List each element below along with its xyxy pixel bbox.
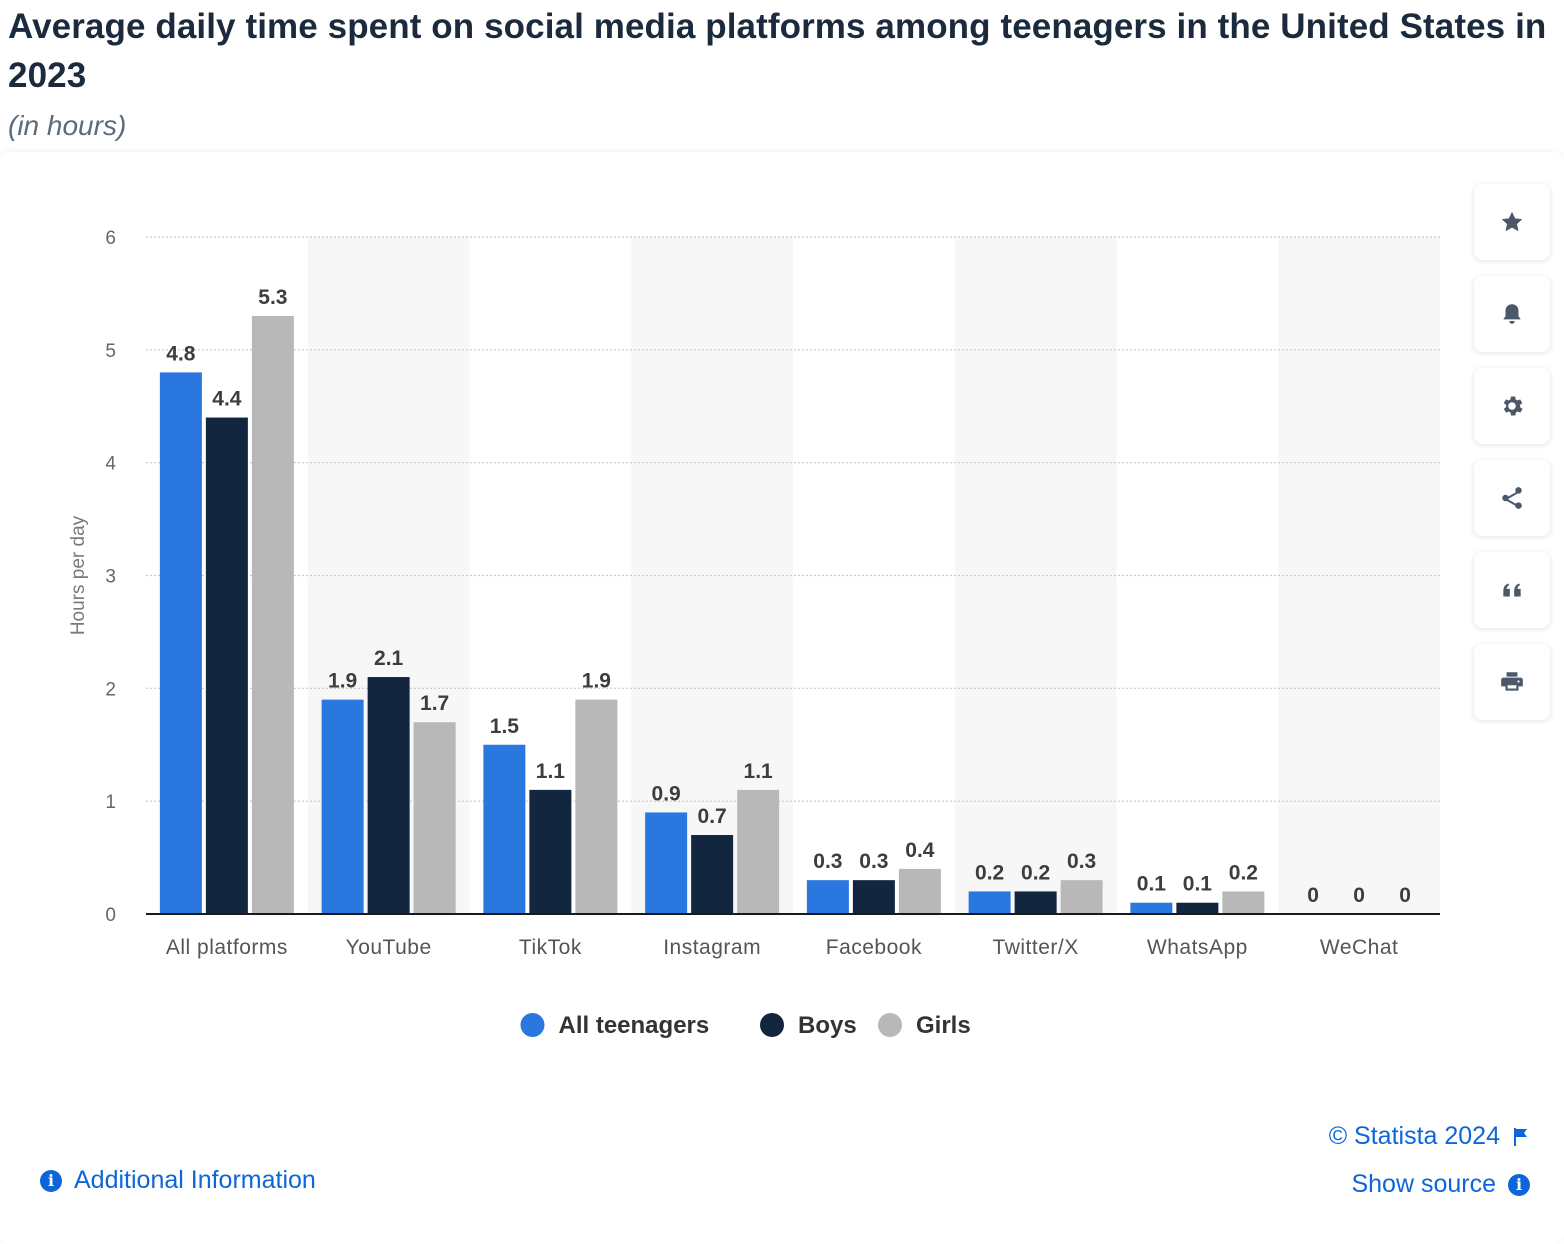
- data-label: 1.9: [328, 670, 357, 693]
- bar: [968, 891, 1011, 914]
- show-source-link[interactable]: Show source i: [1351, 1170, 1530, 1199]
- data-label: 1.9: [582, 670, 611, 693]
- data-label: 5.3: [258, 286, 287, 309]
- data-label: 0: [1307, 884, 1319, 907]
- bar: [251, 315, 294, 914]
- data-label: 0.3: [1067, 850, 1096, 873]
- copyright-link[interactable]: © Statista 2024: [1329, 1122, 1530, 1151]
- bar: [1176, 902, 1219, 914]
- legend-label: Girls: [916, 1012, 971, 1039]
- legend-label: All teenagers: [559, 1012, 710, 1039]
- x-tick-label: Facebook: [826, 936, 922, 959]
- data-label: 0.2: [1021, 861, 1050, 884]
- legend-marker: [760, 1013, 784, 1037]
- bar: [737, 789, 780, 914]
- additional-information-link[interactable]: i Additional Information: [40, 1166, 316, 1195]
- x-tick-label: WhatsApp: [1147, 936, 1248, 959]
- data-label: 0.9: [652, 782, 681, 805]
- print-button[interactable]: [1474, 644, 1550, 720]
- notification-button[interactable]: [1474, 276, 1550, 352]
- print-icon: [1501, 672, 1523, 691]
- data-label: 1.1: [744, 760, 774, 783]
- x-tick-label: Twitter/X: [993, 936, 1079, 959]
- copyright-label: © Statista 2024: [1328, 1122, 1500, 1150]
- data-label: 4.4: [212, 388, 242, 411]
- chart-subtitle: (in hours): [8, 110, 127, 141]
- show-source-label: Show source: [1351, 1170, 1496, 1198]
- y-tick-label: 2: [105, 679, 116, 700]
- data-label: 0: [1399, 884, 1411, 907]
- bar: [321, 699, 364, 914]
- star-icon: [1501, 211, 1523, 232]
- x-tick-label: Instagram: [663, 936, 761, 959]
- y-tick-label: 3: [105, 567, 116, 588]
- data-label: 0.4: [905, 839, 935, 862]
- chart-card: 0 1 2 3 4 5 6 Hours per day 4.8 4.4 5.3 All platfor…: [0, 152, 1564, 1244]
- settings-button[interactable]: [1474, 368, 1550, 444]
- share-button[interactable]: [1474, 460, 1550, 536]
- bar: [691, 835, 734, 914]
- bar: [898, 868, 941, 914]
- flag-icon: [1514, 1127, 1527, 1146]
- gear-icon: [1503, 396, 1523, 416]
- data-label: 1.1: [536, 760, 566, 783]
- data-label: 0.2: [975, 861, 1004, 884]
- legend-label: Boys: [798, 1012, 857, 1039]
- y-tick-label: 5: [105, 341, 116, 362]
- y-tick-label: 0: [105, 905, 116, 926]
- bar: [806, 880, 849, 914]
- bar: [529, 789, 572, 914]
- bar: [483, 744, 526, 914]
- bar: [645, 812, 688, 914]
- cite-button[interactable]: [1474, 552, 1550, 628]
- bar: [1014, 891, 1057, 914]
- data-label: 1.7: [420, 692, 449, 715]
- y-tick-label: 6: [105, 228, 116, 249]
- data-label: 0.3: [813, 850, 842, 873]
- data-label: 2.1: [374, 647, 404, 670]
- data-label: 0.3: [859, 850, 888, 873]
- x-tick-label: TikTok: [519, 936, 582, 959]
- data-label: 4.8: [166, 342, 196, 365]
- y-axis-label: Hours per day: [68, 515, 89, 635]
- info-icon: i: [40, 1169, 62, 1192]
- info-icon: i: [1508, 1173, 1530, 1196]
- bar: [159, 372, 202, 914]
- data-label: 0.1: [1183, 873, 1213, 896]
- bar: [413, 722, 456, 914]
- data-label: 1.5: [490, 715, 520, 738]
- bell-icon: [1503, 304, 1521, 324]
- quote-icon: [1503, 583, 1521, 597]
- additional-information-label: Additional Information: [74, 1166, 316, 1194]
- bar: [852, 880, 895, 914]
- y-tick-label: 1: [105, 792, 116, 813]
- x-tick-label: All platforms: [166, 936, 288, 959]
- favorite-button[interactable]: [1474, 184, 1550, 260]
- data-label: 0.7: [698, 805, 727, 828]
- share-icon: [1502, 487, 1522, 509]
- bar-chart: 0 1 2 3 4 5 6 Hours per day 4.8 4.4 5.3 All platfor…: [68, 228, 1440, 1039]
- data-label: 0: [1353, 884, 1365, 907]
- bar: [367, 677, 410, 914]
- legend-marker: [878, 1013, 902, 1037]
- bar: [205, 417, 248, 914]
- legend-marker: [520, 1013, 545, 1037]
- bar: [1130, 902, 1173, 914]
- chart-title: Average daily time spent on social media…: [8, 7, 1547, 95]
- data-label: 0.1: [1137, 873, 1167, 896]
- data-label: 0.2: [1229, 861, 1258, 884]
- bar: [1060, 880, 1103, 914]
- y-tick-label: 4: [105, 454, 116, 475]
- bar: [1222, 891, 1265, 914]
- bar: [575, 699, 618, 914]
- x-tick-label: WeChat: [1320, 936, 1398, 959]
- x-tick-label: YouTube: [346, 936, 432, 959]
